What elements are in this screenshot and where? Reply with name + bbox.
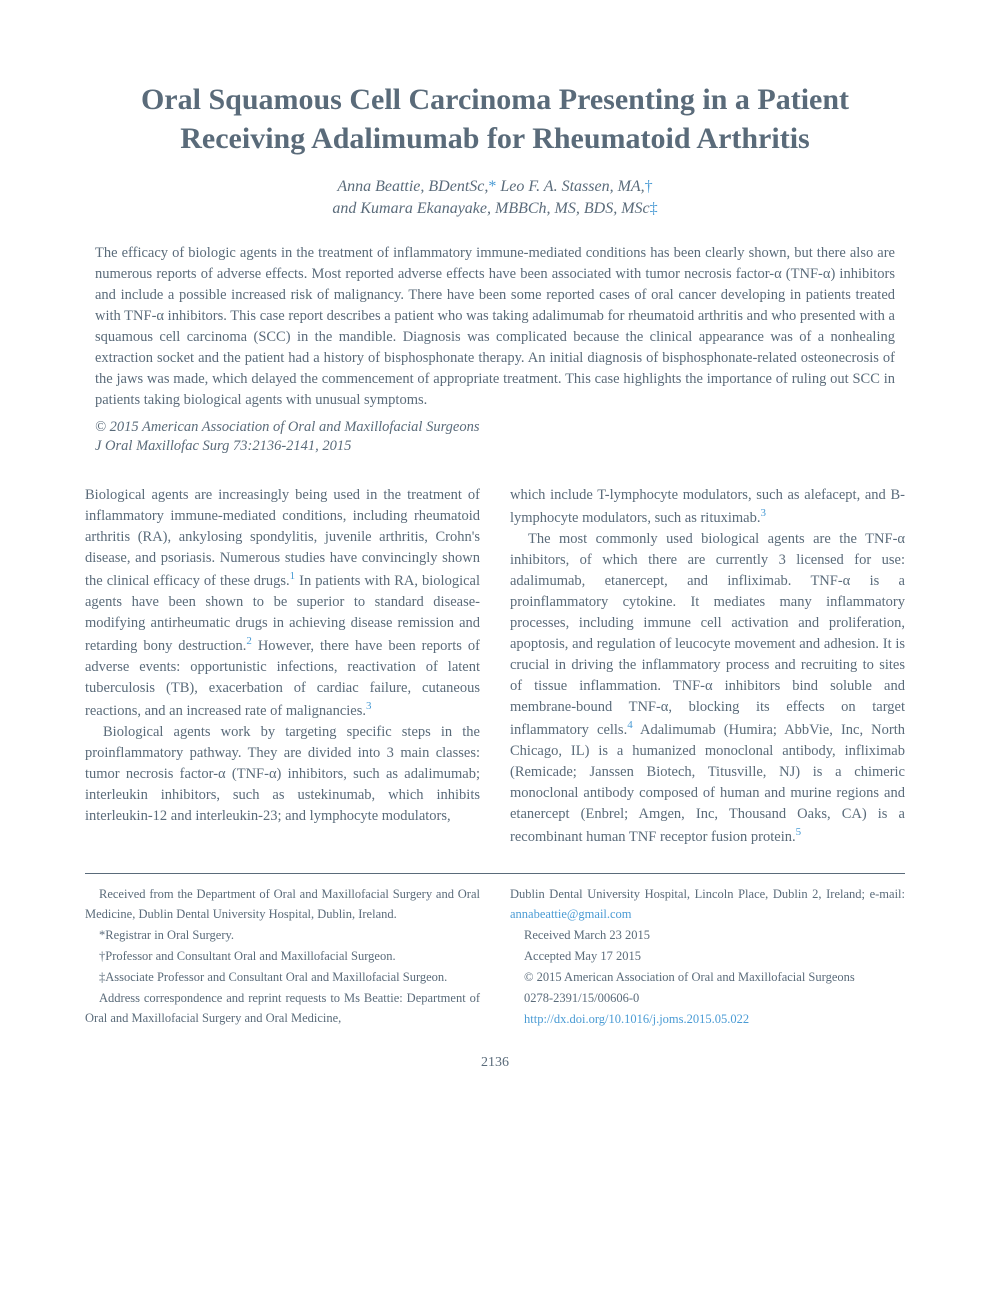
copyright-line: © 2015 American Association of Oral and … [95,419,895,436]
author-text-1: Anna Beattie, BDentSc, [337,178,488,195]
footer-right-column: Dublin Dental University Hospital, Linco… [510,884,905,1030]
footer-received-date: Received March 23 2015 [510,925,905,945]
author-marker-2: † [645,178,653,195]
footer-affiliation-1: *Registrar in Oral Surgery. [85,925,480,945]
footer-copyright-2: © 2015 American Association of Oral and … [510,967,905,987]
footer-affiliation-2: †Professor and Consultant Oral and Maxil… [85,946,480,966]
footer-affiliation-3: ‡Associate Professor and Consultant Oral… [85,967,480,987]
footer-received: Received from the Department of Oral and… [85,884,480,924]
author-marker-3: ‡ [650,200,658,217]
right-column: which include T-lymphocyte modulators, s… [510,485,905,848]
footer-left-column: Received from the Department of Oral and… [85,884,480,1030]
footer-accepted-date: Accepted May 17 2015 [510,946,905,966]
body-paragraph-3: which include T-lymphocyte modulators, s… [510,485,905,529]
article-title: Oral Squamous Cell Carcinoma Presenting … [85,80,905,158]
footer-doi: http://dx.doi.org/10.1016/j.joms.2015.05… [510,1009,905,1029]
reference-5[interactable]: 5 [796,826,802,838]
body-paragraph-1: Biological agents are increasingly being… [85,485,480,722]
body-paragraph-2: Biological agents work by targeting spec… [85,722,480,827]
left-column: Biological agents are increasingly being… [85,485,480,848]
body-text-4a: The most commonly used biological agents… [510,531,905,738]
body-text-3a: which include T-lymphocyte modulators, s… [510,487,905,526]
abstract-text: The efficacy of biologic agents in the t… [95,243,895,411]
authors-block: Anna Beattie, BDentSc,* Leo F. A. Stasse… [85,176,905,221]
footer-section: Received from the Department of Oral and… [85,873,905,1030]
body-columns: Biological agents are increasingly being… [85,485,905,848]
footer-issn: 0278-2391/15/00606-0 [510,988,905,1008]
reference-3b[interactable]: 3 [761,507,767,519]
reference-3[interactable]: 3 [366,700,372,712]
author-text-2: and Kumara Ekanayake, MBBCh, MS, BDS, MS… [332,200,649,217]
footer-address: Dublin Dental University Hospital, Linco… [510,884,905,924]
author-text-1b: Leo F. A. Stassen, MA, [496,178,644,195]
doi-link[interactable]: http://dx.doi.org/10.1016/j.joms.2015.05… [524,1012,749,1026]
citation-line: J Oral Maxillofac Surg 73:2136-2141, 201… [95,438,895,455]
body-text-4b: Adalimumab (Humira; AbbVie, Inc, North C… [510,722,905,845]
footer-address-text: Dublin Dental University Hospital, Linco… [510,887,905,901]
email-link[interactable]: annabeattie@gmail.com [510,907,632,921]
page-number: 2136 [85,1055,905,1071]
footer-correspondence: Address correspondence and reprint reque… [85,988,480,1028]
body-paragraph-4: The most commonly used biological agents… [510,529,905,848]
